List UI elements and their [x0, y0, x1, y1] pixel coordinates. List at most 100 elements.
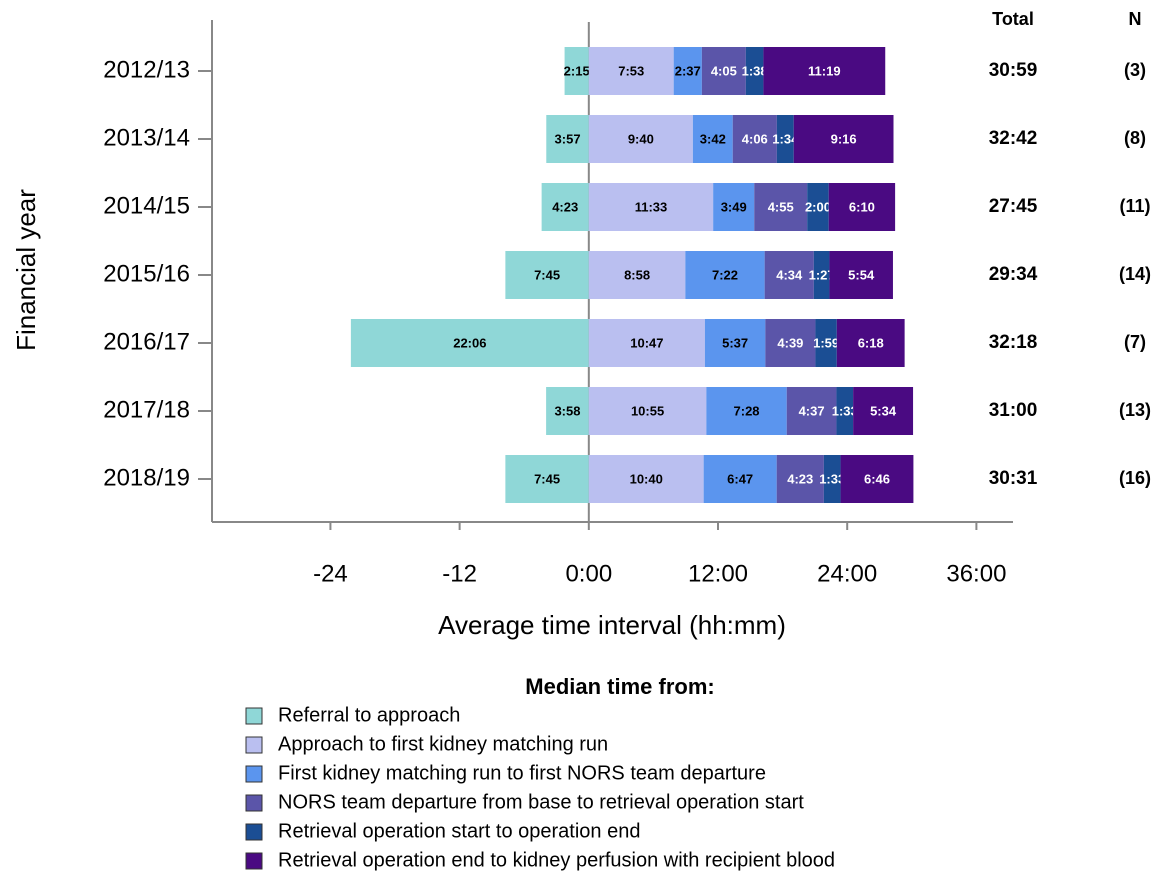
bar-segment [829, 251, 893, 299]
data-label: 4:34 [776, 267, 803, 282]
y-axis-title: Financial year [11, 189, 41, 351]
data-label: 9:16 [831, 131, 857, 146]
data-label: 11:33 [635, 199, 668, 214]
data-label: 1:27 [809, 267, 835, 282]
bar-segment [786, 387, 837, 435]
legend-title: Median time from: [525, 674, 714, 699]
x-tick-label: 24:00 [817, 560, 877, 587]
y-tick-label: 2015/16 [103, 260, 190, 287]
total-label: 30:31 [989, 468, 1038, 489]
data-label: 4:39 [777, 335, 803, 350]
data-label: 1:34 [772, 131, 799, 146]
y-tick-label: 2016/17 [103, 328, 190, 355]
total-label: 32:18 [989, 332, 1038, 353]
data-label: 3:49 [721, 199, 747, 214]
data-label: 4:05 [711, 63, 737, 78]
data-label: 7:45 [534, 471, 560, 486]
data-label: 2:00 [805, 199, 831, 214]
bar-segment [732, 115, 777, 163]
data-label: 1:33 [832, 403, 858, 418]
legend-swatch [245, 823, 263, 841]
bar-segment [763, 47, 886, 95]
n-label: (14) [1119, 264, 1151, 284]
bar-segment [840, 455, 914, 503]
data-label: 5:34 [870, 403, 897, 418]
n-header: N [1129, 9, 1142, 29]
bar-segment [776, 115, 794, 163]
x-tick-label: -12 [442, 560, 477, 587]
bar-segment [505, 251, 589, 299]
data-label: 5:37 [722, 335, 748, 350]
bar-segment [350, 319, 589, 367]
data-label: 11:19 [808, 63, 841, 78]
bar-segment [793, 115, 894, 163]
bar-segment [828, 183, 896, 231]
bar-segment [853, 387, 914, 435]
bar-segment [588, 251, 686, 299]
data-label: 7:45 [534, 267, 560, 282]
data-label: 10:47 [630, 335, 663, 350]
bar-segment [706, 387, 787, 435]
bar-segment [588, 455, 704, 503]
data-label: 3:58 [554, 403, 580, 418]
legend-swatch [245, 736, 263, 754]
bar-segment [685, 251, 765, 299]
bar-segment [807, 183, 829, 231]
y-tick-label: 2012/13 [103, 56, 190, 83]
data-label: 4:55 [768, 199, 794, 214]
data-label: 10:55 [631, 403, 664, 418]
y-tick-label: 2013/14 [103, 124, 190, 151]
data-label: 22:06 [453, 335, 486, 350]
total-label: 30:59 [989, 60, 1038, 81]
data-label: 4:06 [742, 131, 768, 146]
data-label: 1:33 [819, 471, 845, 486]
data-label: 7:28 [734, 403, 760, 418]
n-label: (11) [1119, 196, 1150, 216]
bar-segment [815, 319, 837, 367]
bar-segment [745, 47, 764, 95]
total-label: 32:42 [989, 128, 1038, 149]
bar-segment [836, 319, 905, 367]
bar-segment [713, 183, 755, 231]
total-label: 27:45 [989, 196, 1038, 217]
legend-label: NORS team departure from base to retriev… [278, 791, 804, 813]
data-label: 9:40 [628, 131, 654, 146]
data-label: 3:42 [700, 131, 726, 146]
total-label: 29:34 [989, 264, 1038, 285]
bar-segment [588, 183, 714, 231]
bar-segment [701, 47, 746, 95]
bar-segment [588, 319, 705, 367]
legend-label: Retrieval operation start to operation e… [278, 820, 640, 842]
bar-segment [692, 115, 733, 163]
bar-segment [765, 319, 816, 367]
legend-label: Approach to first kidney matching run [278, 733, 608, 755]
n-label: (16) [1119, 468, 1151, 488]
data-label: 6:46 [864, 471, 890, 486]
bar-segment [673, 47, 702, 95]
bar-segment [541, 183, 589, 231]
data-label: 4:37 [799, 403, 825, 418]
data-label: 8:58 [624, 267, 650, 282]
data-label: 1:38 [742, 63, 768, 78]
data-label: 4:23 [787, 471, 813, 486]
bar-segment [588, 47, 674, 95]
y-tick-label: 2017/18 [103, 396, 190, 423]
x-tick-label: -24 [313, 560, 348, 587]
bar-segment [505, 455, 589, 503]
data-label: 4:23 [552, 199, 578, 214]
bar-segment [564, 47, 589, 95]
bar-segment [703, 455, 777, 503]
legend-label: Retrieval operation end to kidney perfus… [278, 849, 835, 871]
data-label: 2:15 [564, 63, 590, 78]
bar-segment [823, 455, 841, 503]
legend-swatch [245, 707, 263, 725]
legend-label: First kidney matching run to first NORS … [278, 762, 766, 784]
legend-label: Referral to approach [278, 704, 460, 726]
bar-segment [813, 251, 830, 299]
bar-segment [704, 319, 766, 367]
x-tick-label: 0:00 [565, 560, 612, 587]
legend-swatch [245, 852, 263, 870]
x-tick-label: 12:00 [688, 560, 748, 587]
data-label: 6:18 [858, 335, 884, 350]
